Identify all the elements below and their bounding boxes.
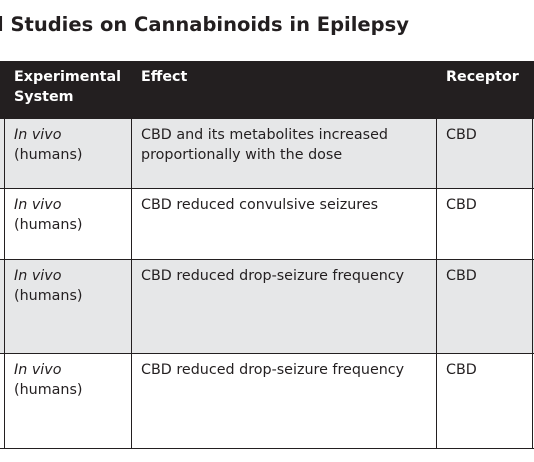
header-cell-cut-right <box>532 61 534 118</box>
cell-cut-right <box>532 352 534 449</box>
cell-experimental-system: In vivo (humans) <box>4 352 132 449</box>
table-row: In vivo (humans) CBD reduced convulsive s… <box>0 187 534 260</box>
system-subject: (humans) <box>14 216 83 233</box>
header-effect: Effect <box>131 61 437 118</box>
system-subject: (humans) <box>14 146 83 163</box>
cell-receptor: CBD <box>436 352 533 449</box>
cell-experimental-system: In vivo (humans) <box>4 258 132 354</box>
system-mode: In vivo <box>14 196 62 213</box>
system-mode: In vivo <box>14 361 62 378</box>
table-row: In vivo (humans) CBD reduced drop-seizure… <box>0 352 534 449</box>
table-title: l Studies on Cannabinoids in Epilepsy <box>0 13 409 36</box>
cell-effect: CBD reduced drop-seizure frequency <box>131 352 437 449</box>
table-body: In vivo (humans) CBD and its metabolites … <box>0 117 534 449</box>
cannabinoid-studies-table: Experimental System Effect Receptor In vi… <box>0 61 534 449</box>
header-receptor: Receptor <box>436 61 533 118</box>
system-subject: (humans) <box>14 381 83 398</box>
header-experimental-system-line2: System <box>14 89 74 105</box>
effect-line1: CBD reduced convulsive seizures <box>141 196 379 213</box>
cell-experimental-system: In vivo (humans) <box>4 187 132 260</box>
header-experimental-system: Experimental System <box>4 61 132 118</box>
table-row: In vivo (humans) CBD reduced drop-seizure… <box>0 258 534 354</box>
system-mode: In vivo <box>14 267 62 284</box>
cell-experimental-system: In vivo (humans) <box>4 117 132 189</box>
header-row: Experimental System Effect Receptor <box>0 61 534 118</box>
effect-line1: CBD and its metabolites increased <box>141 126 388 143</box>
cell-effect: CBD and its metabolites increased proport… <box>131 117 437 189</box>
effect-line1: CBD reduced drop-seizure frequency <box>141 361 405 378</box>
table-row: In vivo (humans) CBD and its metabolites … <box>0 117 534 189</box>
effect-line2: proportionally with the dose <box>141 146 343 163</box>
effect-line1: CBD reduced drop-seizure frequency <box>141 267 405 284</box>
cell-effect: CBD reduced drop-seizure frequency <box>131 258 437 354</box>
system-subject: (humans) <box>14 287 83 304</box>
cell-receptor: CBD <box>436 187 533 260</box>
cell-receptor: CBD <box>436 258 533 354</box>
cell-receptor: CBD <box>436 117 533 189</box>
cell-effect: CBD reduced convulsive seizures <box>131 187 437 260</box>
header-experimental-system-line1: Experimental <box>14 69 122 85</box>
system-mode: In vivo <box>14 126 62 143</box>
table-header: Experimental System Effect Receptor <box>0 61 534 118</box>
